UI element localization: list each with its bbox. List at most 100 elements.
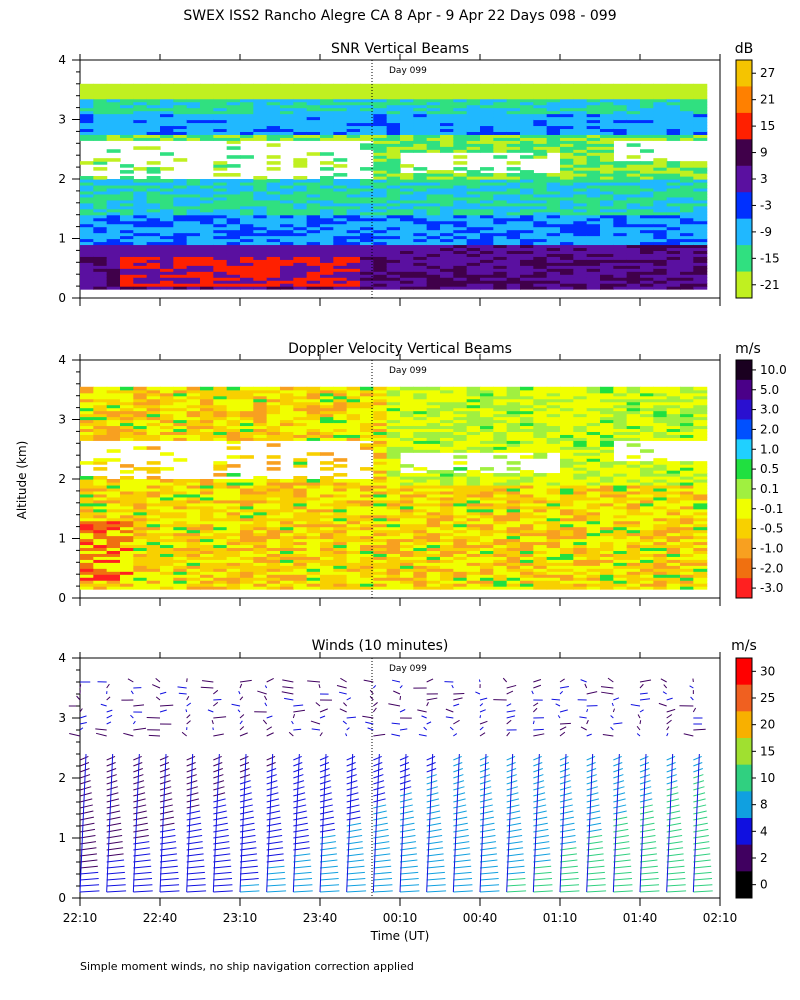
doppler-cell bbox=[280, 514, 294, 519]
doppler-cell bbox=[426, 559, 441, 563]
doppler-cell bbox=[226, 413, 241, 418]
snr-cell bbox=[586, 214, 601, 219]
snr-cell bbox=[546, 116, 561, 121]
doppler-cell bbox=[106, 580, 121, 584]
snr-cell bbox=[506, 190, 521, 195]
snr-cell bbox=[560, 229, 574, 234]
snr-cell bbox=[186, 101, 201, 106]
snr-cell bbox=[173, 119, 188, 124]
doppler-cell bbox=[520, 440, 534, 444]
snr-cell bbox=[453, 167, 468, 171]
snr-cell bbox=[520, 92, 534, 97]
snr-cell bbox=[253, 235, 268, 240]
snr-cell bbox=[240, 244, 254, 249]
snr-cell bbox=[386, 167, 401, 171]
snr-cell bbox=[253, 205, 268, 210]
doppler-cell bbox=[386, 502, 401, 507]
snr-cell bbox=[386, 286, 401, 290]
doppler-cell bbox=[240, 559, 254, 563]
snr-cell bbox=[146, 110, 161, 115]
snr-cell bbox=[173, 277, 188, 281]
doppler-cell bbox=[173, 559, 188, 563]
snr-cell bbox=[626, 220, 641, 225]
snr-cell bbox=[226, 247, 241, 251]
doppler-cell bbox=[346, 422, 361, 427]
colorbar-level-label: -3 bbox=[760, 198, 772, 212]
doppler-cell bbox=[200, 580, 214, 584]
doppler-cell bbox=[173, 401, 188, 406]
snr-cell bbox=[480, 211, 494, 216]
snr-cell bbox=[440, 125, 454, 130]
snr-cell bbox=[466, 140, 481, 144]
snr-cell bbox=[226, 92, 241, 97]
snr-cell bbox=[93, 286, 108, 290]
snr-cell bbox=[240, 113, 254, 118]
doppler-cell bbox=[240, 529, 254, 534]
doppler-cell bbox=[440, 583, 454, 587]
snr-cell bbox=[693, 277, 708, 281]
doppler-cell bbox=[333, 577, 348, 581]
snr-cell bbox=[253, 229, 268, 234]
doppler-cell bbox=[506, 511, 521, 516]
snr-cell bbox=[573, 247, 588, 251]
doppler-cell bbox=[80, 386, 94, 391]
snr-cell bbox=[200, 265, 214, 269]
snr-cell bbox=[613, 164, 628, 168]
snr-cell bbox=[666, 173, 681, 177]
snr-cell bbox=[226, 199, 241, 204]
doppler-cell bbox=[120, 395, 134, 400]
snr-cell bbox=[546, 256, 561, 260]
doppler-cell bbox=[453, 553, 468, 557]
snr-cell bbox=[320, 152, 334, 156]
doppler-cell bbox=[466, 476, 481, 480]
doppler-cell bbox=[293, 428, 308, 432]
snr-cell bbox=[600, 277, 614, 281]
doppler-cell bbox=[320, 425, 334, 430]
doppler-cell bbox=[253, 431, 268, 435]
snr-cell bbox=[386, 277, 401, 281]
doppler-cell bbox=[400, 580, 414, 584]
snr-cell bbox=[693, 235, 708, 240]
snr-cell bbox=[106, 277, 121, 281]
doppler-cell bbox=[120, 493, 134, 498]
doppler-cell bbox=[386, 511, 401, 516]
snr-cell bbox=[240, 155, 254, 159]
doppler-cell bbox=[160, 517, 174, 522]
snr-cell bbox=[640, 86, 654, 91]
snr-cell bbox=[653, 268, 668, 272]
snr-cell bbox=[386, 164, 401, 168]
snr-cell bbox=[613, 250, 628, 254]
doppler-cell bbox=[453, 407, 468, 412]
doppler-cell bbox=[293, 553, 308, 557]
snr-cell bbox=[133, 223, 148, 228]
doppler-cell bbox=[253, 526, 268, 531]
snr-cell bbox=[586, 152, 601, 156]
doppler-cell bbox=[506, 508, 521, 513]
doppler-cell bbox=[280, 386, 294, 391]
snr-cell bbox=[413, 199, 428, 204]
snr-cell bbox=[346, 187, 361, 192]
doppler-cell bbox=[133, 520, 148, 525]
snr-cell bbox=[440, 226, 454, 231]
doppler-cell bbox=[80, 532, 94, 537]
snr-cell bbox=[400, 104, 414, 109]
doppler-cell bbox=[520, 446, 534, 450]
snr-cell bbox=[426, 193, 441, 198]
snr-cell bbox=[106, 286, 121, 290]
snr-cell bbox=[453, 95, 468, 100]
doppler-cell bbox=[400, 437, 414, 441]
doppler-cell bbox=[506, 446, 521, 450]
snr-cell bbox=[653, 274, 668, 278]
doppler-cell bbox=[160, 565, 174, 569]
doppler-cell bbox=[360, 523, 374, 528]
snr-cell bbox=[253, 119, 268, 124]
snr-cell bbox=[546, 137, 561, 141]
doppler-cell bbox=[133, 404, 148, 409]
doppler-cell bbox=[333, 392, 348, 397]
doppler-cell bbox=[320, 559, 334, 563]
doppler-cell bbox=[440, 508, 454, 513]
snr-cell bbox=[213, 277, 228, 281]
snr-cell bbox=[400, 184, 414, 189]
snr-cell bbox=[93, 268, 108, 272]
snr-cell bbox=[213, 107, 228, 112]
